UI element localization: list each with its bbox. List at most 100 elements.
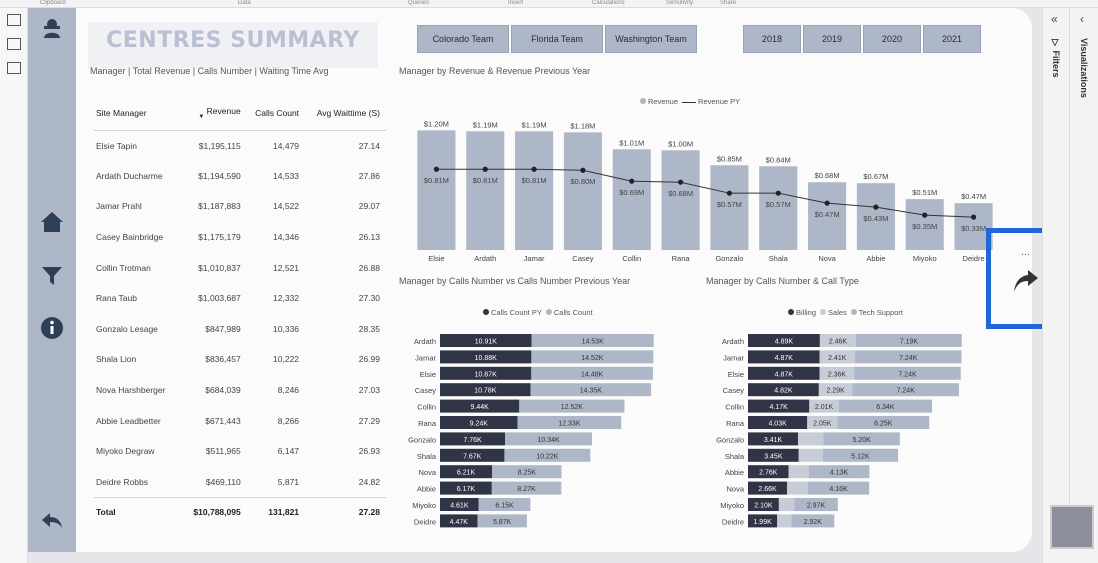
segment-label: 10.91K xyxy=(475,339,498,346)
table-row[interactable]: Shala Lion $836,457 10,222 26.99 xyxy=(94,344,386,375)
revenue-bar xyxy=(808,182,847,250)
table-row[interactable]: Miyoko Degraw $511,965 6,147 26.93 xyxy=(94,436,386,467)
table-row[interactable]: Ardath Ducharme $1,194,590 14,533 27.86 xyxy=(94,161,386,192)
report-page: CENTRES SUMMARY Manager | Total Revenue … xyxy=(28,8,1032,552)
table-row[interactable]: Gonzalo Lesage $847,989 10,336 28.35 xyxy=(94,314,386,345)
cell-avg-waittime: 27.30 xyxy=(358,293,380,304)
revenue-bar-label: $1.19M xyxy=(473,120,498,129)
revenue-py-label: $0.81M xyxy=(473,176,498,185)
calls-chart-title: Manager by Calls Number vs Calls Number … xyxy=(399,276,631,286)
stacked-bar-segment xyxy=(819,366,855,380)
stacked-bar-segment xyxy=(440,366,532,380)
revenue-py-label: $0.80M xyxy=(570,177,595,186)
model-view-icon[interactable] xyxy=(7,62,21,74)
ribbon-group-data: Data xyxy=(238,0,251,6)
table-row[interactable]: Abbie Leadbetter $671,443 8,266 27.29 xyxy=(94,405,386,436)
y-tick-label: Collin xyxy=(417,403,436,412)
segment-label: 8.25K xyxy=(518,470,537,477)
revenue-bar xyxy=(417,130,456,250)
col-header-avg-waittime[interactable]: Avg Waittime (S) xyxy=(305,96,386,131)
col-header-site-manager[interactable]: Site Manager xyxy=(94,96,185,131)
col-header-revenue[interactable]: ▼ Revenue xyxy=(184,96,247,131)
table-row[interactable]: Rana Taub $1,003,687 12,332 27.30 xyxy=(94,283,386,314)
table-row[interactable]: Collin Trotman $1,010,837 12,521 26.88 xyxy=(94,252,386,283)
year-slicer: 2018 2019 2020 2021 xyxy=(743,25,981,53)
stacked-bar-segment xyxy=(517,416,622,429)
revenue-py-point xyxy=(482,166,488,172)
cell-avg-waittime: 29.07 xyxy=(358,201,380,212)
revenue-py-point xyxy=(677,179,684,185)
data-view-icon[interactable] xyxy=(7,38,21,50)
filters-pane-label[interactable]: ▽ Filters xyxy=(1051,38,1061,78)
legend-swatch-tech-support xyxy=(850,309,857,315)
cell-site-manager: Nova Harshberger xyxy=(96,385,166,396)
x-tick-label: Shala xyxy=(769,254,789,263)
year-button-2019[interactable]: 2019 xyxy=(803,25,861,53)
table-row[interactable]: Jamar Prahl $1,187,883 14,522 29.07 xyxy=(94,191,386,222)
cell-calls-count: 5,871 xyxy=(277,476,300,487)
back-arrow-icon[interactable] xyxy=(40,508,64,532)
stacked-bar-segment xyxy=(748,465,789,479)
user-icon[interactable] xyxy=(40,16,64,40)
revenue-bar xyxy=(856,183,895,250)
stacked-bar-segment xyxy=(440,498,479,511)
stacked-bar-segment xyxy=(748,383,819,397)
segment-label: 7.24K xyxy=(897,388,916,395)
segment-label: 4.89K xyxy=(775,339,794,346)
table-row[interactable]: Elsie Tapin $1,195,115 14,479 27.14 xyxy=(94,130,386,161)
stacked-bar-segment xyxy=(788,465,809,479)
visualizations-pane-label[interactable]: Visualizations xyxy=(1079,38,1089,98)
y-tick-label: Miyoko xyxy=(720,501,744,510)
segment-label: 2.36K xyxy=(828,371,847,378)
legend-swatch-sales xyxy=(820,309,827,315)
year-button-2020[interactable]: 2020 xyxy=(863,25,921,53)
collapse-filters-icon[interactable]: « xyxy=(1051,12,1058,26)
x-tick-label: Jamar xyxy=(524,254,545,263)
segment-label: 2.05K xyxy=(813,421,832,428)
team-button-colorado[interactable]: Colorado Team xyxy=(417,25,509,53)
segment-label: 10.34K xyxy=(538,437,561,444)
stacked-bar-segment xyxy=(440,416,518,429)
team-button-florida[interactable]: Florida Team xyxy=(511,25,603,53)
revenue-bar-label: $1.20M xyxy=(424,119,449,128)
table-row[interactable]: Casey Bainbridge $1,175,179 14,346 26.13 xyxy=(94,222,386,253)
report-view-icon[interactable] xyxy=(7,14,21,26)
cell-revenue: $511,965 xyxy=(205,446,241,457)
stacked-bar-segment xyxy=(787,481,808,495)
home-icon[interactable] xyxy=(40,210,64,234)
y-tick-label: Jamar xyxy=(415,353,436,362)
segment-label: 12.33K xyxy=(558,421,581,428)
sort-desc-icon: ▼ xyxy=(198,113,205,120)
revenue-py-label: $0.69M xyxy=(619,188,644,197)
legend-swatch-billing xyxy=(788,309,794,315)
revenue-py-point xyxy=(970,214,977,220)
y-tick-label: Jamar xyxy=(723,353,744,362)
segment-label: 3.41K xyxy=(764,437,783,444)
report-title: CENTRES SUMMARY xyxy=(106,28,360,53)
cell-site-manager: Collin Trotman xyxy=(96,262,151,273)
team-button-washington[interactable]: Washington Team xyxy=(605,25,697,53)
y-tick-label: Collin xyxy=(725,403,744,412)
revenue-bar xyxy=(515,131,554,250)
more-options-icon[interactable]: ... xyxy=(1021,246,1031,258)
collapse-visualizations-icon[interactable]: ‹ xyxy=(1080,12,1084,26)
y-tick-label: Gonzalo xyxy=(408,435,436,444)
table-row[interactable]: Nova Harshberger $684,039 8,246 27.03 xyxy=(94,375,386,406)
col-header-calls-count[interactable]: Calls Count xyxy=(246,96,306,131)
segment-label: 4.17K xyxy=(770,404,789,411)
share-arrow-icon[interactable] xyxy=(1010,266,1040,303)
info-icon[interactable] xyxy=(40,316,64,340)
filter-icon[interactable] xyxy=(40,264,64,288)
year-button-2018[interactable]: 2018 xyxy=(743,25,801,53)
stacked-bar-segment xyxy=(777,514,792,528)
year-button-2021[interactable]: 2021 xyxy=(923,25,981,53)
table-row[interactable]: Deidre Robbs $469,110 5,871 24.82 xyxy=(94,467,386,498)
revenue-py-point xyxy=(824,200,830,206)
y-tick-label: Shala xyxy=(725,452,745,461)
cell-avg-waittime: 28.35 xyxy=(358,323,380,334)
cell-revenue: $1,194,590 xyxy=(198,170,241,181)
y-tick-label: Casey xyxy=(415,386,437,395)
cell-revenue: $1,195,115 xyxy=(198,140,241,151)
ribbon-group-clipboard: Clipboard xyxy=(40,0,66,6)
revenue-py-label: $0.68M xyxy=(668,189,693,198)
